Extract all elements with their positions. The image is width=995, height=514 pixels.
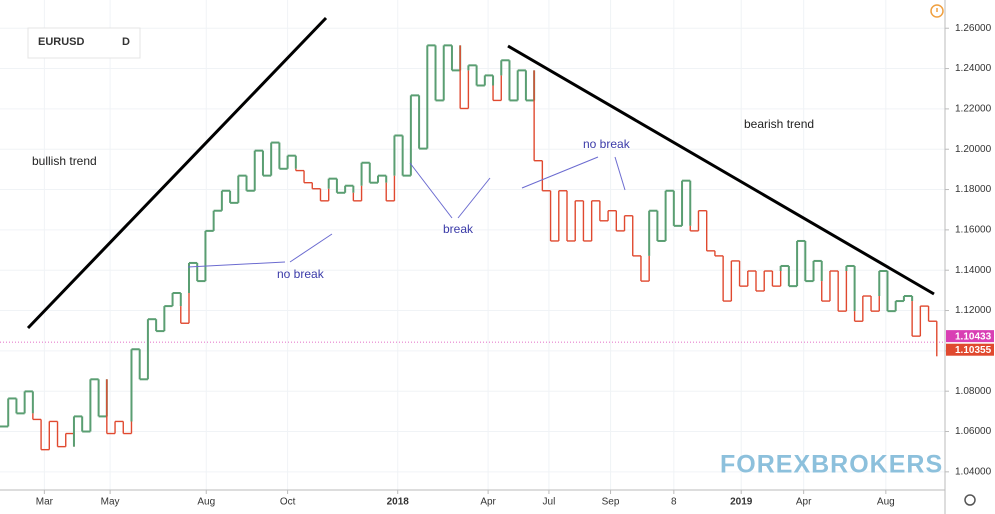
annotation: no break [277,267,325,281]
info-icon[interactable] [930,4,944,18]
interval: D [122,36,130,48]
annotation: bearish trend [744,117,814,131]
y-tick-label: 1.14000 [955,265,992,276]
settings-icon[interactable] [964,494,976,506]
y-tick-label: 1.12000 [955,305,992,316]
trend-line [26,16,328,330]
x-tick-label: Mar [36,497,54,508]
price-label: 1.10355 [955,345,992,356]
overlay: 1.040001.060001.080001.100001.120001.140… [36,23,994,508]
x-tick-label: Aug [197,497,215,508]
y-tick-label: 1.04000 [955,466,992,477]
y-tick-label: 1.20000 [955,144,992,155]
x-tick-label: Sep [602,497,620,508]
pointer [289,233,333,263]
y-tick-label: 1.18000 [955,184,992,195]
symbol: EURUSD [38,36,85,48]
watermark: FOREXBROKERS [720,451,943,479]
price-label: 1.10433 [955,331,992,342]
pointer [409,162,453,219]
x-tick-label: Oct [280,497,296,508]
y-tick-label: 1.26000 [955,23,992,34]
annotation: no break [583,137,631,151]
y-tick-label: 1.16000 [955,225,992,236]
annotation: break [443,222,474,236]
x-tick-label: Apr [796,497,812,508]
price-label-box [946,330,994,343]
x-tick-label: 2019 [730,497,753,508]
x-tick-label: 8 [671,497,677,508]
pointer [521,156,599,189]
pointer [614,156,626,191]
pointer-lines [187,156,626,268]
y-tick-label: 1.22000 [955,104,992,115]
x-tick-label: Apr [480,497,496,508]
x-tick-label: 2018 [387,497,410,508]
x-tick-label: Jul [543,497,556,508]
kagi-line [0,44,938,451]
y-tick-label: 1.24000 [955,63,992,74]
pointer [457,177,491,219]
grid [0,0,949,494]
x-tick-label: May [101,497,120,508]
symbol-box[interactable] [27,27,141,59]
y-tick-label: 1.06000 [955,426,992,437]
trend-line [507,44,935,296]
annotation: bullish trend [32,154,97,168]
y-tick-label: 1.08000 [955,386,992,397]
pointer [187,261,286,268]
x-tick-label: Aug [877,497,895,508]
price-label-box [946,343,994,356]
